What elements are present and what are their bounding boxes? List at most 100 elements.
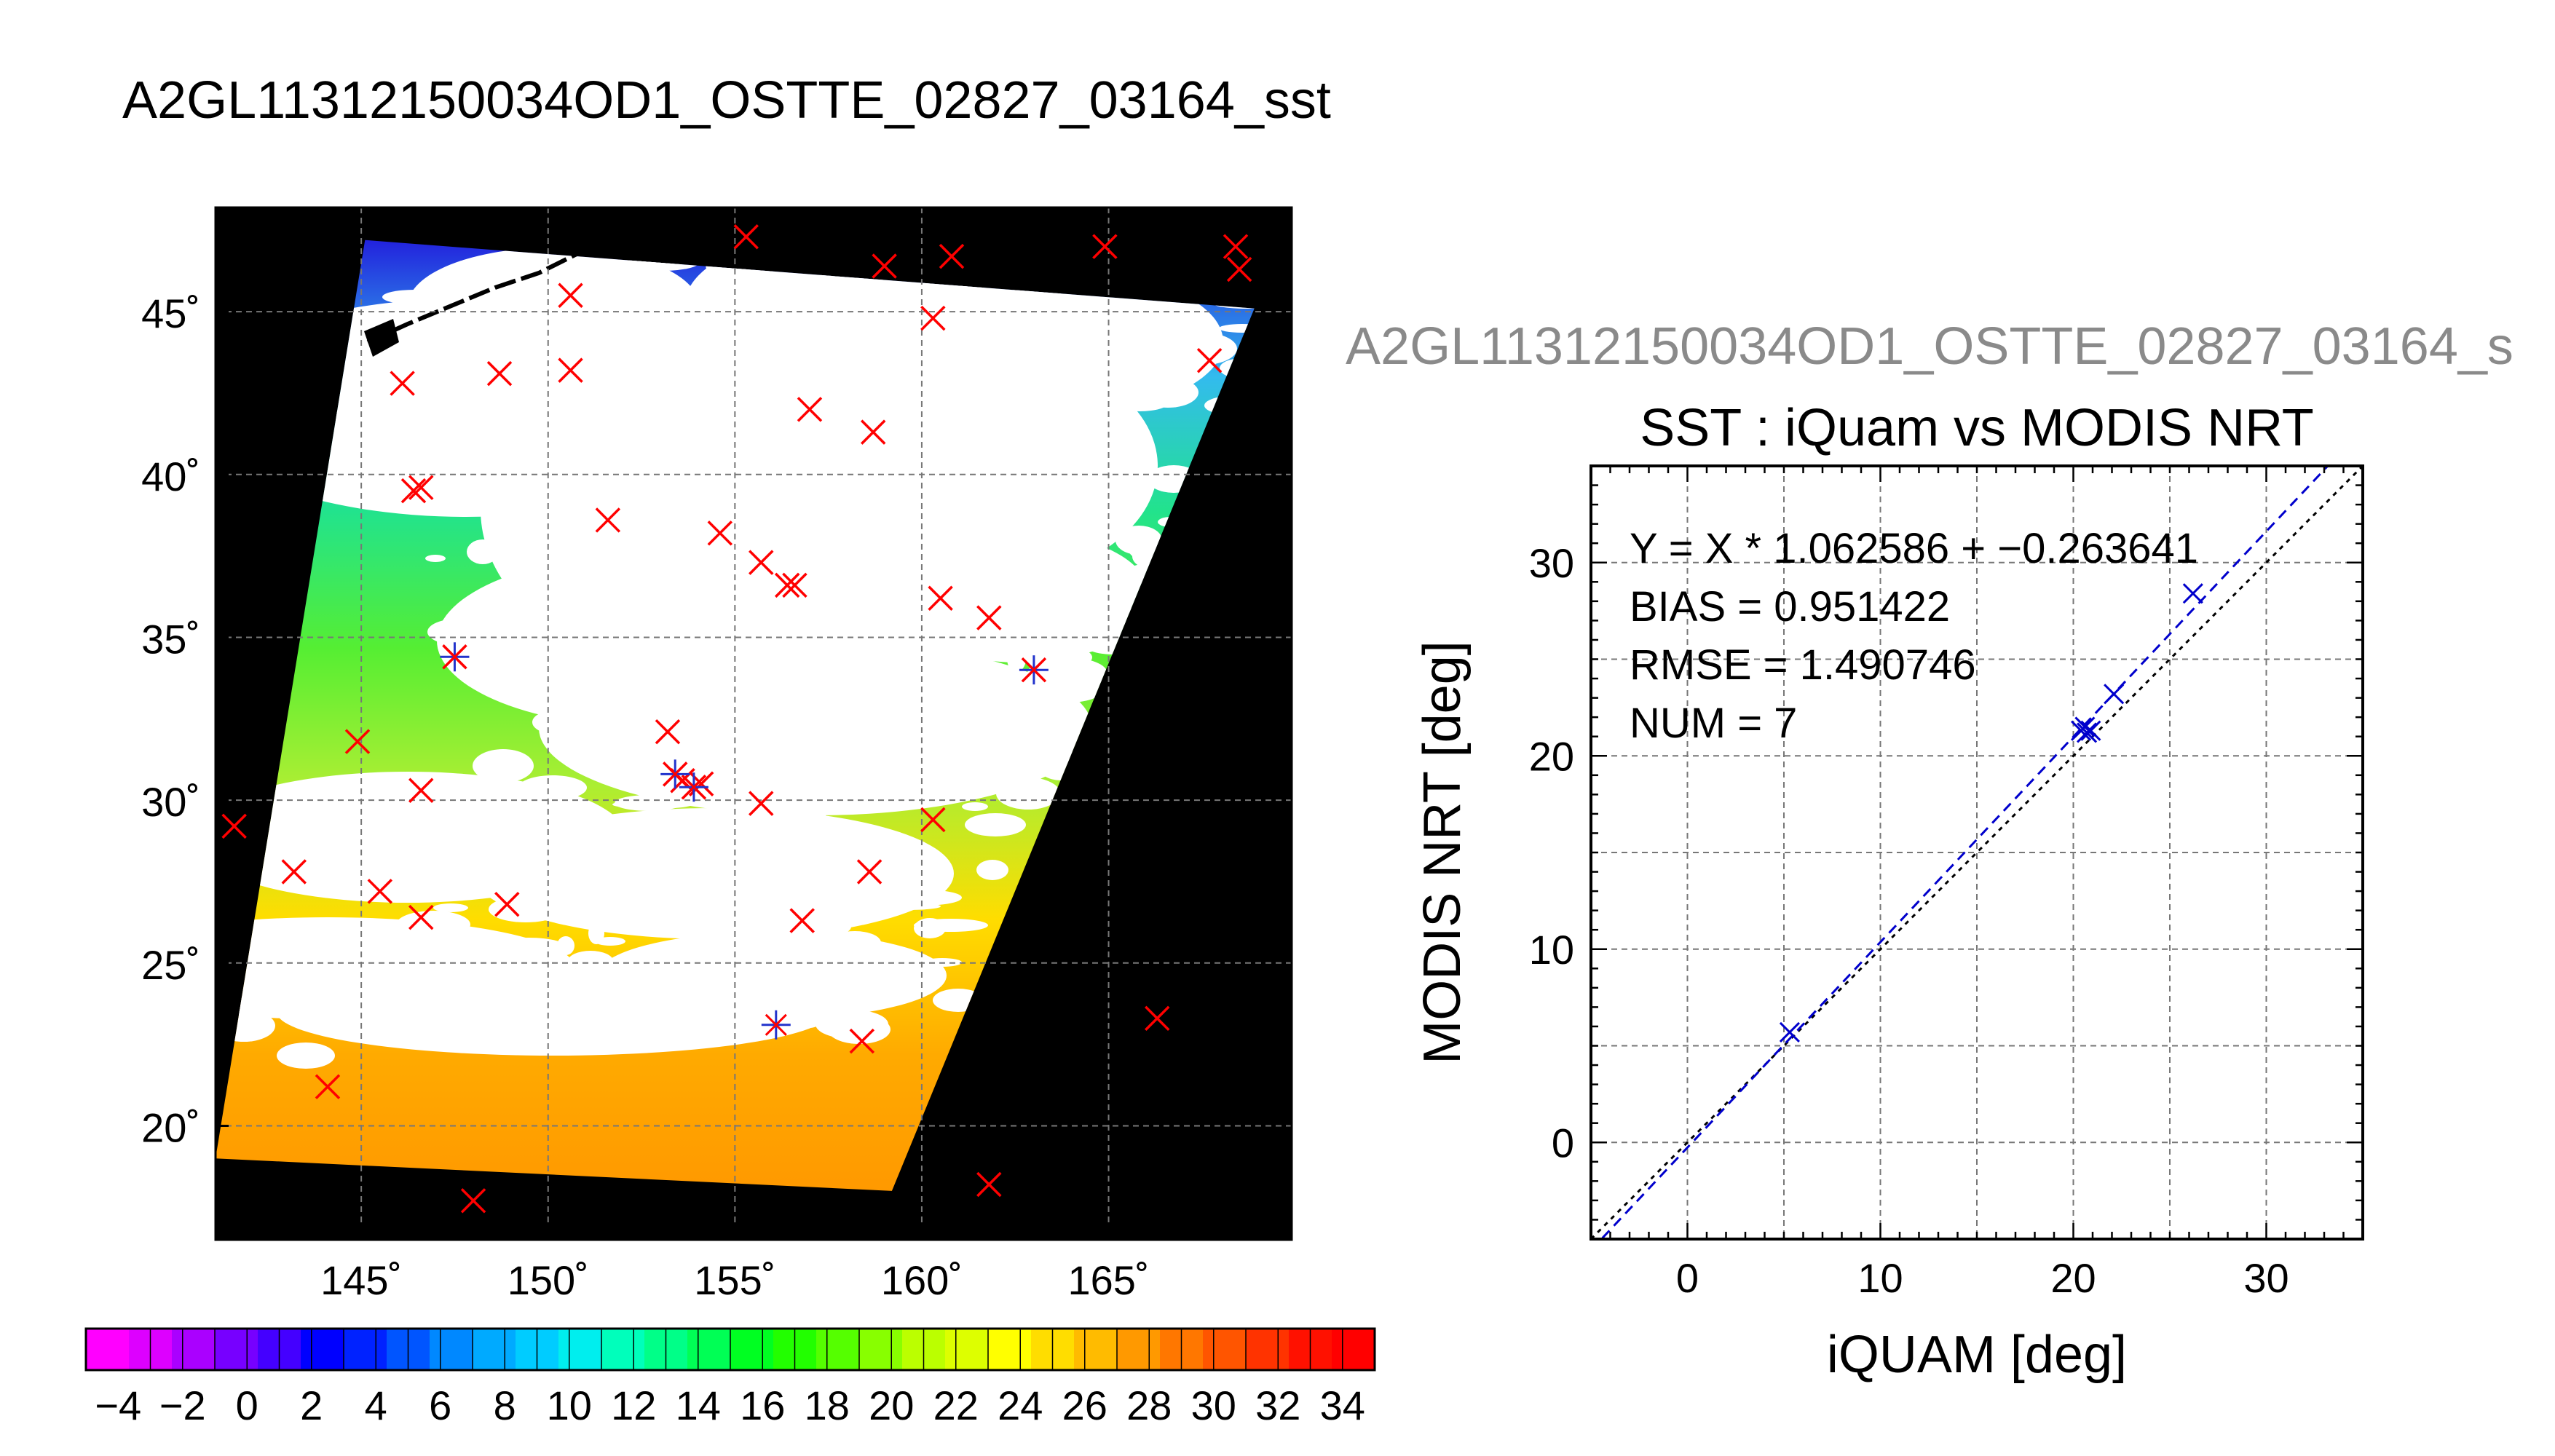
buoy-marker-red [976, 1171, 1002, 1198]
cloud-fleck [773, 670, 804, 701]
cloud-fleck [698, 290, 738, 303]
colorbar-label: 16 [740, 1382, 785, 1428]
colorbar-label: 6 [429, 1382, 451, 1428]
buoy-marker-red [281, 859, 307, 885]
scatter-points [1779, 583, 2203, 1042]
buoy-marker-red [1092, 234, 1118, 259]
colorbar-label: 18 [805, 1382, 850, 1428]
point-stroke [2076, 722, 2098, 743]
buoy-stroke [749, 791, 774, 816]
cloud-fleck [327, 409, 382, 422]
cloud-fleck [543, 896, 620, 921]
colorbar-cell [1332, 1329, 1375, 1370]
cloud-fleck [518, 775, 587, 800]
buoy-marker-red [494, 892, 520, 917]
buoy-stroke [774, 572, 800, 598]
cloud-fleck [173, 379, 198, 387]
colorbar-cell [601, 1329, 645, 1370]
cloud-fleck [333, 1011, 355, 1018]
buoy-stroke [655, 719, 681, 745]
cloud-fleck [473, 973, 488, 986]
cloud-fleck [1030, 427, 1097, 452]
cloud-fleck [852, 968, 919, 997]
buoy-stroke [782, 572, 807, 598]
buoy-stroke [494, 892, 520, 917]
buoy-marker-red [408, 475, 434, 500]
cloud-fleck [374, 890, 433, 900]
cloud-fleck [888, 705, 939, 722]
cloud-fleck [1009, 518, 1027, 537]
colorbar-cell [1074, 1329, 1118, 1370]
buoy-marker-red [1196, 348, 1223, 373]
cloud-fleck [433, 903, 468, 912]
cloud-fleck [839, 940, 853, 949]
colorbar-cell [473, 1329, 516, 1370]
cloud-fleck [644, 632, 724, 641]
map-frame [214, 206, 1293, 1241]
cloud-fleck [1013, 313, 1080, 335]
buoy-stroke [315, 1074, 341, 1099]
buoy-stroke [682, 776, 705, 799]
regression-line [1600, 466, 2330, 1239]
cloud-fleck [730, 612, 749, 640]
buoy-stroke [344, 729, 371, 754]
cloud-fleck [824, 973, 866, 1002]
cloud-fleck [646, 550, 674, 573]
cloud-fleck [692, 979, 762, 995]
map-lat-label: 20˚ [141, 1104, 200, 1150]
map-lon-label: 145˚ [320, 1257, 402, 1303]
map-gridlines [216, 207, 1292, 1240]
cloud-fleck [540, 986, 618, 1000]
cloud-fleck [856, 605, 887, 620]
cloud-fleck [883, 890, 962, 906]
cloud-fleck [1115, 526, 1162, 555]
scatter-subtitle: A2GL11312150034OD1_OSTTE_02827_03164_s [1346, 317, 2513, 376]
buoy-stroke [281, 859, 307, 885]
map-lon-label: 155˚ [694, 1257, 775, 1303]
buoy-stroke [920, 807, 946, 833]
buoy-marker-red [408, 778, 434, 803]
cloud-fleck [946, 621, 992, 652]
cloud-fleck [912, 675, 973, 691]
colorbar-label: 26 [1062, 1382, 1107, 1428]
scatter-y-tick-labels: 0 10 20 30 [1529, 540, 1574, 1166]
cloud-fleck [874, 903, 941, 910]
cloud-fleck [963, 439, 1034, 461]
cloud-fleck [767, 881, 810, 888]
cloud-fleck [459, 887, 524, 897]
cloud-fleck [778, 486, 807, 508]
cloud-fleck [473, 749, 534, 783]
point-stroke [1779, 1021, 1801, 1042]
buoy-marker-red [872, 253, 897, 279]
cloud-fleck [83, 962, 131, 969]
cloud-fleck [510, 621, 530, 644]
buoy-stroke [789, 908, 815, 933]
cloud-fleck [652, 914, 731, 938]
scatter-ticks [1590, 464, 2364, 1241]
cloud-fleck [285, 846, 356, 871]
cloud-fleck [1082, 305, 1105, 323]
cloud-fleck [635, 1016, 711, 1024]
colorbar-cell [172, 1329, 216, 1370]
buoy-marker-red [939, 243, 965, 269]
scatter-stat-line: Y = X * 1.062586 + −0.263641 [1630, 525, 2198, 572]
buoy-markers [221, 224, 1252, 1214]
cloud-fleck [1137, 377, 1198, 408]
map-lat-label: 45˚ [141, 290, 200, 336]
cloud-fleck [173, 849, 214, 868]
buoy-stroke [400, 478, 427, 504]
cloud-fleck [895, 636, 959, 653]
buoy-stroke [797, 397, 823, 422]
buoy-marker-red [460, 1188, 486, 1214]
buoy-marker-matchup [440, 642, 470, 672]
buoy-marker-red [595, 507, 621, 533]
cloud-fleck [705, 683, 732, 708]
buoy-marker-red [1145, 1005, 1170, 1032]
scatter-stat-line: RMSE = 1.490746 [1630, 641, 1976, 689]
buoy-marker-red [558, 282, 583, 309]
buoy-marker-red [920, 807, 946, 833]
cloud-fleck [1072, 649, 1088, 678]
map-lat-label: 40˚ [141, 454, 200, 499]
cloud-fleck [1067, 620, 1129, 627]
